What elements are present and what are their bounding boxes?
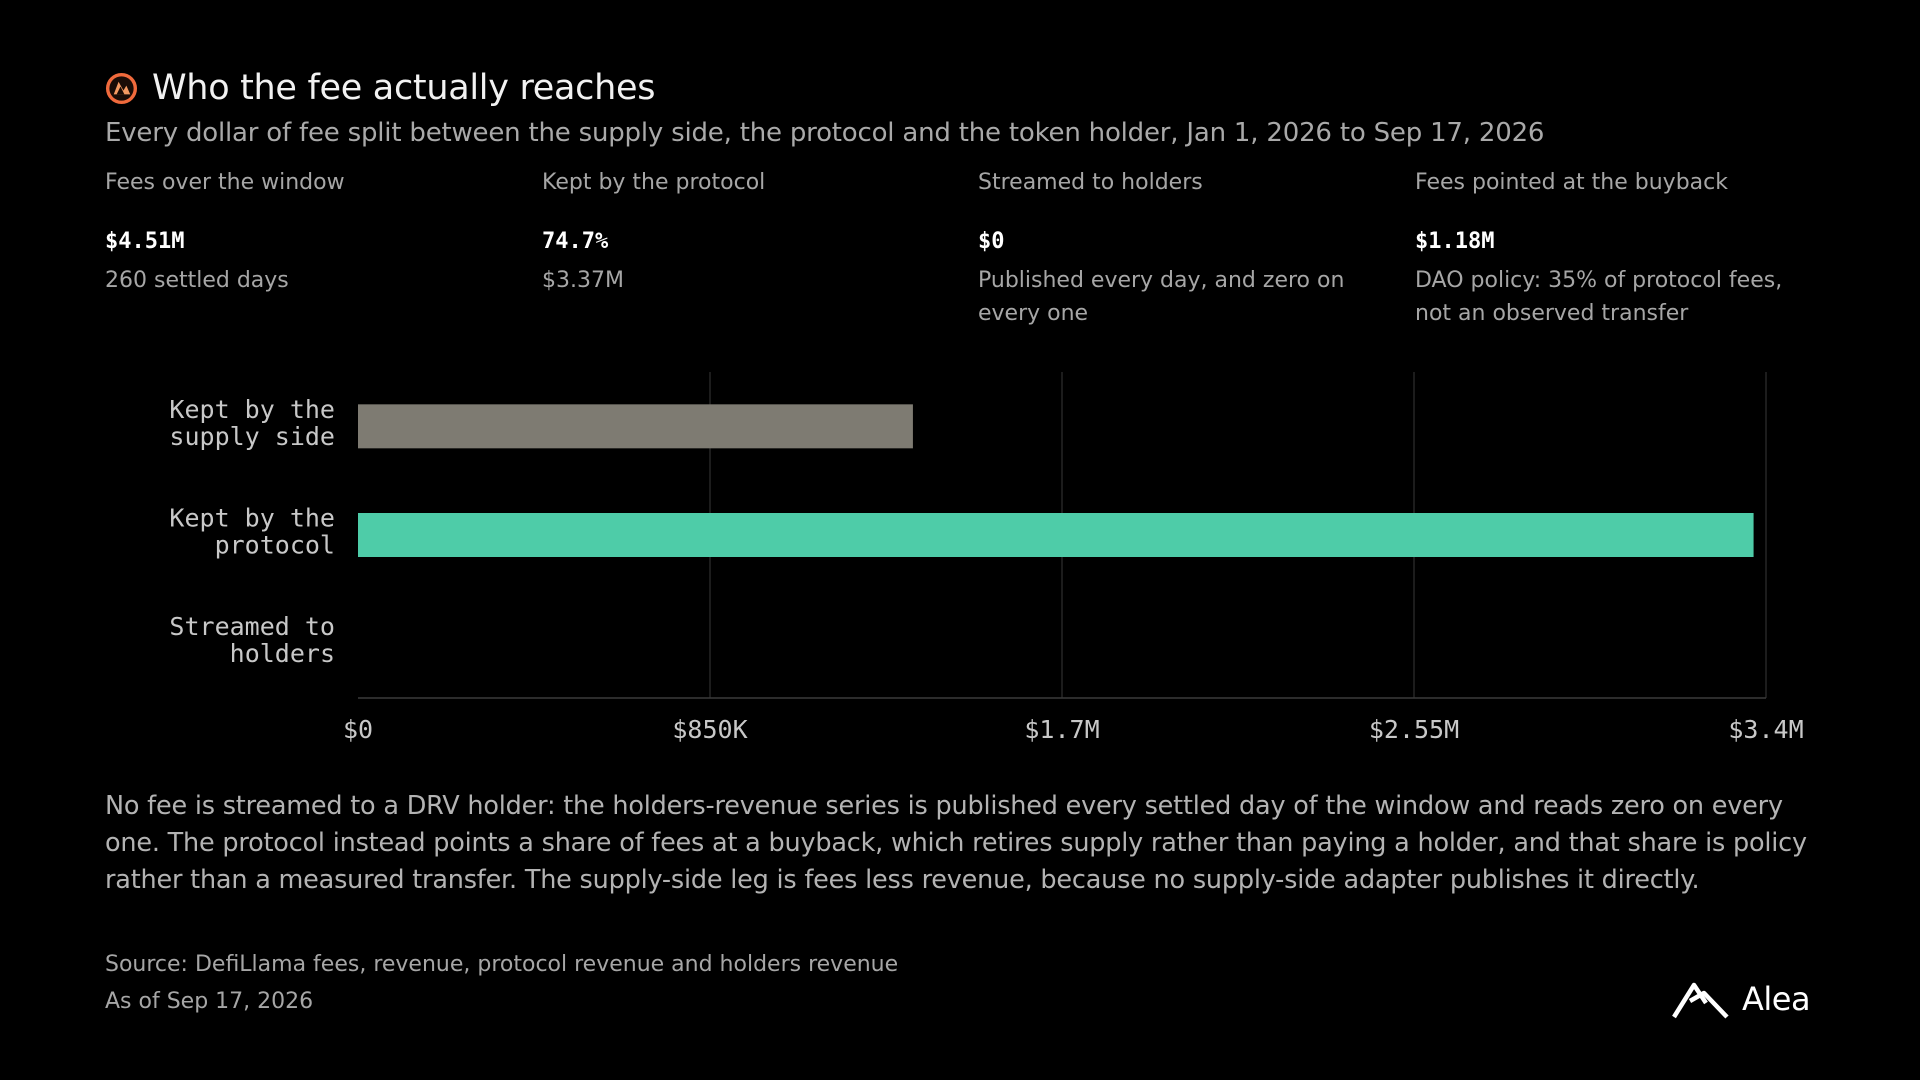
stat-value: $1.18M: [1415, 229, 1495, 254]
alea-logo-icon: [1672, 982, 1729, 1019]
stat-buyback: Fees pointed at the buyback $1.18M DAO p…: [1415, 170, 1815, 330]
footer: Source: DefiLlama fees, revenue, protoco…: [105, 946, 898, 1020]
title-row: Who the fee actually reaches: [105, 68, 1825, 108]
stat-label: Streamed to holders: [978, 170, 1203, 195]
stat-label: Fees over the window: [105, 170, 345, 195]
category-label: protocol: [215, 531, 335, 560]
category-label: Streamed to: [169, 612, 335, 641]
x-tick-label: $1.7M: [1024, 715, 1099, 744]
bar: [358, 513, 1754, 557]
chart-header: Who the fee actually reaches Every dolla…: [105, 68, 1825, 148]
source-note: Source: DefiLlama fees, revenue, protoco…: [105, 952, 899, 977]
stat-fees-window: Fees over the window $4.51M 260 settled …: [105, 170, 505, 297]
brand-flame-icon: [105, 72, 138, 104]
page-title: Who the fee actually reaches: [152, 68, 656, 108]
stat-streamed-holders: Streamed to holders $0 Published every d…: [978, 170, 1378, 330]
stat-note: DAO policy: 35% of protocol fees, not an…: [1415, 268, 1783, 326]
stat-value: 74.7%: [542, 229, 609, 254]
stat-value: $4.51M: [105, 229, 185, 254]
category-label: Kept by the: [169, 504, 335, 533]
page-subtitle: Every dollar of fee split between the su…: [105, 118, 1545, 148]
alea-logo: Alea: [1672, 978, 1811, 1020]
stat-note: Published every day, and zero on every o…: [978, 268, 1345, 326]
stat-note: $3.37M: [542, 268, 624, 293]
bar-chart: $0 $850K $1.7M $2.55M $3.4M Kept by the supply…: [0, 360, 1920, 760]
stat-label: Kept by the protocol: [542, 170, 766, 195]
x-tick-label: $2.55M: [1369, 715, 1459, 744]
category-label: Kept by the: [169, 395, 335, 424]
x-tick-label: $850K: [672, 715, 747, 744]
explanation-text: No fee is streamed to a DRV holder: the …: [105, 791, 1807, 895]
stats-row: Fees over the window $4.51M 260 settled …: [105, 170, 1845, 340]
logo-text: Alea: [1742, 980, 1811, 1018]
stat-kept-protocol: Kept by the protocol 74.7% $3.37M: [542, 170, 942, 297]
stat-value: $0: [978, 229, 1005, 254]
category-label: holders: [230, 639, 335, 668]
category-label: supply side: [169, 422, 335, 451]
stat-note: 260 settled days: [105, 268, 289, 293]
x-tick-label: $0: [343, 715, 373, 744]
as-of-date: As of Sep 17, 2026: [105, 989, 314, 1014]
bar: [358, 404, 913, 449]
stat-label: Fees pointed at the buyback: [1415, 170, 1728, 195]
x-tick-label: $3.4M: [1728, 715, 1803, 744]
